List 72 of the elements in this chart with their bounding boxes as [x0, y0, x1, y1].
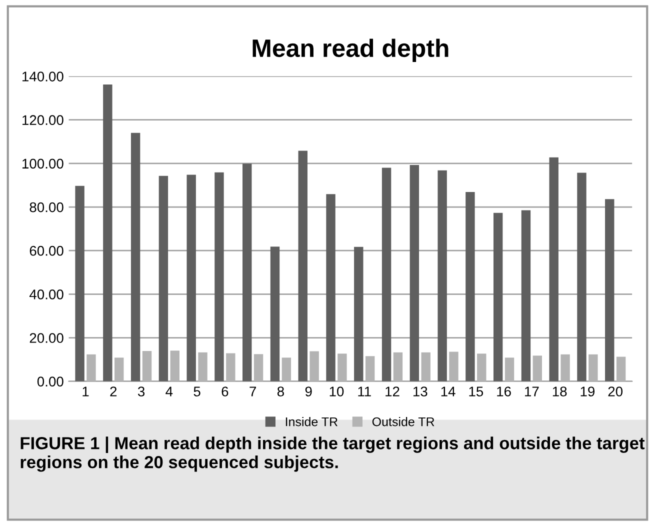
bar [393, 352, 403, 382]
bar [577, 172, 586, 382]
bar [254, 354, 264, 382]
y-tick-label: 60.00 [30, 246, 64, 256]
legend-label: Outside TR [372, 417, 434, 426]
bar [214, 172, 224, 382]
legend-label: Inside TR [286, 417, 338, 426]
bar [186, 174, 196, 382]
bar [549, 157, 558, 382]
bar [86, 354, 96, 382]
y-tick-label: 80.00 [30, 202, 64, 212]
bar [438, 170, 447, 382]
x-tick-label: 18 [552, 386, 567, 396]
bar [282, 358, 292, 382]
bar [493, 212, 503, 382]
x-tick-label: 13 [413, 386, 428, 396]
bar [226, 353, 236, 382]
bar [382, 168, 392, 382]
bar [504, 358, 514, 382]
x-tick-label: 12 [386, 386, 400, 396]
bar [605, 199, 614, 382]
bar [130, 132, 140, 382]
bar [326, 194, 336, 382]
bar [198, 352, 208, 382]
x-tick-label: 1 [82, 386, 89, 396]
chart-title: Mean read depth [252, 38, 448, 62]
bar [449, 352, 458, 382]
bar [466, 192, 475, 382]
x-tick-label: 19 [580, 386, 595, 396]
x-tick-label: 2 [110, 386, 117, 396]
bar [142, 351, 152, 382]
bar [114, 358, 124, 382]
bar [270, 246, 280, 382]
x-tick-label: 8 [277, 386, 284, 396]
bar [242, 164, 252, 382]
bar [75, 186, 84, 382]
x-tick-label: 6 [222, 386, 228, 396]
bar [170, 350, 180, 382]
x-tick-label: 9 [305, 386, 312, 396]
bar [588, 354, 598, 382]
x-tick-label: 10 [330, 386, 344, 396]
y-tick-label: 20.00 [30, 333, 64, 343]
bar [560, 354, 570, 382]
y-tick-label: 140.00 [22, 72, 64, 82]
bar [477, 354, 486, 382]
x-tick-label: 5 [194, 386, 200, 396]
x-tick-label: 17 [525, 386, 539, 396]
y-tick-label: 120.00 [22, 115, 64, 126]
y-tick-label: 100.00 [22, 158, 64, 169]
x-tick-label: 15 [469, 386, 484, 396]
caption: FIGURE 1 | Mean read depth inside the target regions and outside the target regions on the 20 sequenced subjects. [20, 436, 645, 472]
x-tick-label: 3 [138, 386, 145, 396]
x-tick-label: 4 [166, 386, 173, 396]
bar [521, 210, 531, 382]
bar [365, 356, 375, 382]
bar [421, 352, 430, 382]
bar [158, 176, 168, 382]
y-tick-label: 0.00 [37, 376, 64, 387]
bar [410, 164, 420, 382]
x-tick-label: 7 [250, 386, 256, 396]
bar [338, 354, 347, 382]
bar [310, 351, 319, 382]
bar [616, 356, 626, 382]
x-tick-label: 16 [497, 386, 511, 396]
x-tick-label: 14 [441, 386, 456, 396]
bar [103, 84, 112, 382]
bar [354, 246, 364, 382]
bar [532, 356, 542, 382]
x-tick-label: 20 [608, 386, 623, 396]
bar [298, 150, 308, 382]
y-tick-label: 40.00 [29, 290, 64, 300]
x-tick-label: 11 [358, 386, 371, 396]
